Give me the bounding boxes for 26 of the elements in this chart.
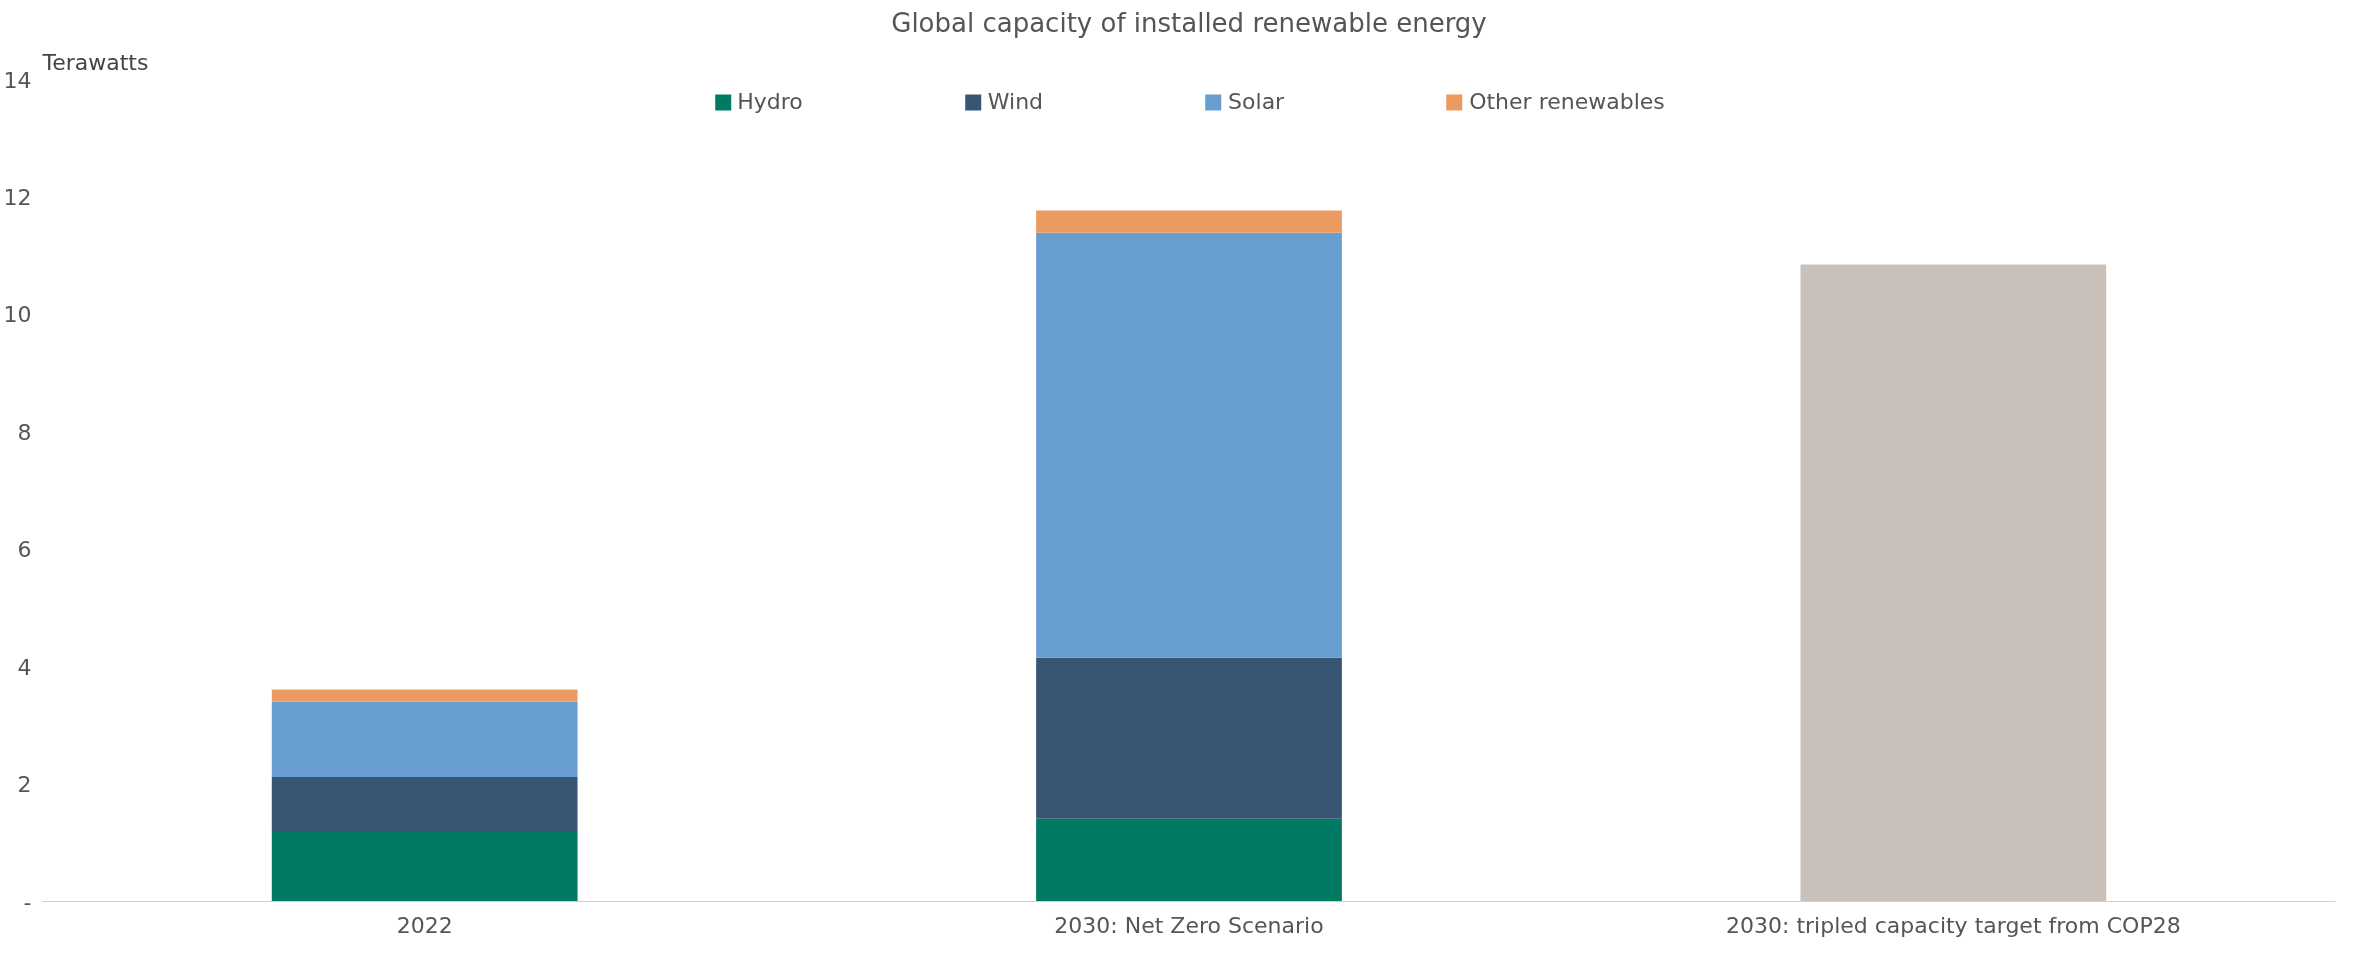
y-tick-label: 6: [17, 537, 32, 563]
y-tick-label: 10: [3, 302, 32, 328]
y-tick-label: 4: [17, 654, 32, 680]
legend-label: Wind: [987, 89, 1044, 114]
bar: [1036, 657, 1342, 819]
bar: [271, 831, 578, 902]
y-tick-label: 12: [3, 184, 32, 210]
bar: [1036, 210, 1342, 233]
bar: [271, 701, 578, 778]
x-tick-label: 2030: tripled capacity target from COP28: [1726, 912, 2181, 938]
chart-title: Global capacity of installed renewable energy: [891, 7, 1487, 38]
y-tick-label: 8: [17, 419, 32, 445]
y-axis-title: Terawatts: [41, 49, 149, 75]
bar: [1800, 264, 2107, 902]
bar: [271, 777, 578, 832]
bar: [1036, 232, 1342, 658]
legend-label: Solar: [1228, 89, 1285, 114]
bar: [1036, 818, 1342, 902]
y-tick-label: -: [23, 889, 32, 915]
y-tick-label: 14: [3, 67, 32, 93]
y-tick-label: 2: [17, 772, 32, 798]
legend-label: Hydro: [737, 89, 803, 114]
legend-label: Other renewables: [1469, 89, 1665, 114]
bar: [271, 689, 578, 702]
x-tick-label: 2030: Net Zero Scenario: [1054, 912, 1324, 938]
x-tick-label: 2022: [396, 912, 453, 938]
